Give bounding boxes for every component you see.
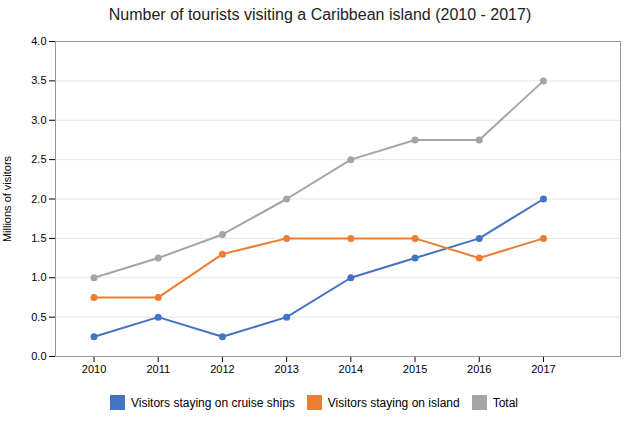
svg-text:3.0: 3.0 (31, 114, 46, 126)
svg-text:4.0: 4.0 (31, 35, 46, 47)
svg-text:0.0: 0.0 (31, 350, 46, 362)
html-text:Number of tourists visiting a: Number of tourists visiting a Caribbean … (108, 6, 532, 23)
html-text:Visitors staying on cruise shi: Visitors staying on cruise ships (131, 395, 295, 410)
svg-text:Millions of visitors: Millions of visitors (1, 155, 13, 242)
html-text:Total: Total (492, 395, 518, 410)
svg-text:2013: 2013 (274, 363, 298, 375)
html-text:Visitors staying on island: Visitors staying on island (327, 395, 460, 410)
svg-text:2.0: 2.0 (31, 193, 46, 205)
svg-text:2.5: 2.5 (31, 153, 46, 165)
svg-text:2010: 2010 (82, 363, 106, 375)
svg-text:2014: 2014 (339, 363, 363, 375)
svg-text:2017: 2017 (531, 363, 555, 375)
svg-text:1.5: 1.5 (31, 232, 46, 244)
svg-text:2012: 2012 (210, 363, 234, 375)
svg-text:2015: 2015 (403, 363, 427, 375)
svg-text:0.5: 0.5 (31, 311, 46, 323)
svg-text:1.0: 1.0 (31, 271, 46, 283)
svg-text:2011: 2011 (146, 363, 170, 375)
svg-text:2016: 2016 (467, 363, 491, 375)
svg-text:3.5: 3.5 (31, 74, 46, 86)
